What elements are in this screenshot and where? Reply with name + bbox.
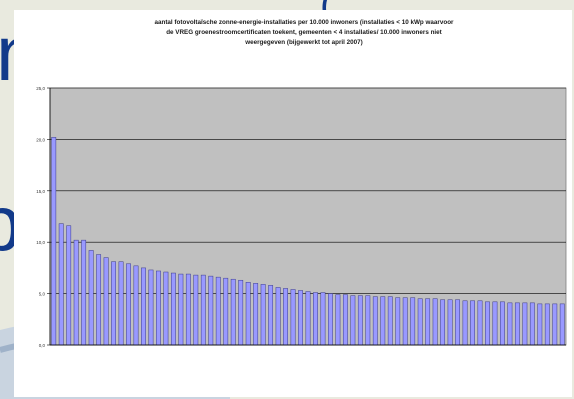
bar xyxy=(342,294,348,346)
bar xyxy=(537,303,543,346)
bar xyxy=(200,274,206,346)
bar xyxy=(283,288,288,346)
bar xyxy=(290,289,296,346)
bar xyxy=(492,301,498,346)
bar xyxy=(387,296,393,346)
bar xyxy=(544,303,550,346)
bar xyxy=(66,225,72,346)
bar xyxy=(81,239,87,346)
bar xyxy=(485,301,490,346)
bar xyxy=(51,137,57,346)
bar xyxy=(357,295,363,346)
bar xyxy=(395,297,401,346)
bar xyxy=(514,302,520,346)
bar xyxy=(522,302,528,346)
bar xyxy=(529,302,535,346)
bar xyxy=(275,287,281,346)
bar xyxy=(148,269,154,346)
bar xyxy=(440,299,446,346)
bar xyxy=(500,301,505,346)
bar xyxy=(141,267,146,346)
bar xyxy=(238,279,244,346)
plot-area: 0,0 5,0 10,0 15,0 20,0 25,0 xyxy=(36,86,567,348)
bar xyxy=(552,303,558,346)
y-tick-label: 10,0 xyxy=(36,240,45,245)
bar xyxy=(507,302,513,346)
bar xyxy=(230,278,236,346)
bar xyxy=(268,285,274,346)
bar xyxy=(111,261,116,346)
bar xyxy=(380,296,386,346)
y-tick-label: 0,0 xyxy=(39,343,46,348)
y-tick-label: 15,0 xyxy=(36,189,45,194)
bar xyxy=(58,223,64,346)
bar xyxy=(335,294,341,346)
bar xyxy=(208,275,214,346)
bar xyxy=(163,271,169,346)
bar xyxy=(365,295,371,346)
y-tick-label: 25,0 xyxy=(36,86,45,91)
bar xyxy=(215,276,221,346)
bar xyxy=(313,292,318,346)
bar xyxy=(470,300,475,346)
bar xyxy=(88,250,94,346)
bar xyxy=(559,303,565,346)
bar xyxy=(410,297,416,346)
bar xyxy=(320,292,326,346)
bar xyxy=(305,291,311,346)
bar xyxy=(193,274,199,346)
bar xyxy=(425,298,431,346)
bar xyxy=(328,293,333,346)
bar xyxy=(118,261,124,346)
bar xyxy=(298,290,303,346)
bar xyxy=(417,298,423,346)
bar xyxy=(73,239,79,346)
bar xyxy=(185,273,191,346)
chart-title: aantal fotovoltaïsche zonne-energie-inst… xyxy=(154,19,454,46)
bar xyxy=(178,273,184,346)
bar-chart: 0,0 5,0 10,0 15,0 20,0 25,0 xyxy=(36,86,567,348)
bar xyxy=(432,298,438,346)
bar xyxy=(223,277,229,346)
bar xyxy=(126,263,131,346)
bar xyxy=(372,296,378,346)
bar xyxy=(245,282,251,346)
bar xyxy=(103,257,109,346)
bar xyxy=(170,272,176,346)
chart-panel: aantal fotovoltaïsche zonne-energie-inst… xyxy=(14,10,572,397)
bar xyxy=(260,284,266,346)
bar xyxy=(402,297,408,346)
bar xyxy=(477,300,483,346)
bar xyxy=(133,265,139,346)
bar xyxy=(455,299,460,346)
bar xyxy=(462,300,468,346)
y-tick-label: 20,0 xyxy=(36,137,45,142)
bar xyxy=(350,295,356,346)
bar xyxy=(156,270,161,346)
y-tick-label: 5,0 xyxy=(39,292,46,297)
bar xyxy=(96,254,102,346)
bar xyxy=(253,283,259,346)
bar xyxy=(447,299,453,346)
